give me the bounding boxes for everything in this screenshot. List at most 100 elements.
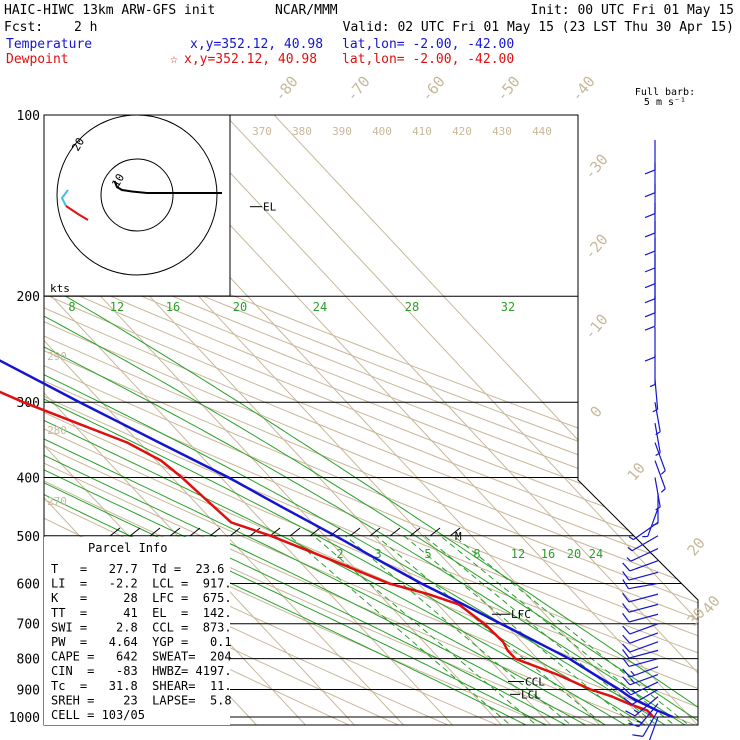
parcel-info-row: K = 28 LFC = 675. [51, 591, 232, 605]
barb-staff [654, 402, 661, 432]
isotherm-tick-label: -30 [581, 151, 612, 183]
barb-flag [644, 356, 656, 362]
barb-legend-line1: Full barb: [635, 87, 695, 98]
barb-flag [622, 571, 630, 581]
dry-adiabat-line [44, 115, 698, 725]
pressure-tick-label: 1000 [9, 711, 40, 726]
dry-adiabat-line [44, 115, 698, 725]
moist-adiabat-line [44, 295, 536, 725]
barb-half-flag [655, 431, 661, 436]
moist-adiabat-line [44, 295, 595, 725]
wind-barb [654, 460, 666, 493]
barb-staff [629, 632, 659, 644]
barb-staff [642, 710, 659, 737]
barb-half-flag [630, 678, 635, 684]
barb-half-flag [660, 488, 666, 493]
mixing-ratio-line [313, 535, 543, 725]
dry-adiabat-line [44, 115, 658, 725]
wind-barb [622, 632, 659, 644]
moist-adiabat-line [44, 295, 673, 725]
hatch-mark [289, 527, 301, 537]
isotherm-line [261, 115, 698, 725]
hatch-mark [189, 527, 201, 537]
mixing-ratio-tick-label: 24 [313, 300, 327, 314]
theta-tick-label: 280 [47, 424, 67, 437]
mixing-ratio-tick-label: 8 [473, 547, 480, 561]
isotherm-tick-label: -20 [581, 231, 612, 263]
wind-barb [622, 623, 659, 635]
legend-dewpoint-label: Dewpoint [6, 52, 69, 67]
fcst-label: Fcst: [4, 20, 43, 35]
barb-staff [629, 673, 659, 686]
dry-adiabat-line [44, 115, 608, 725]
mixing-ratio-lines [289, 535, 696, 725]
barb-flag [622, 562, 631, 572]
isotherm-tick-label: -60 [418, 73, 449, 105]
wind-barb [654, 423, 661, 457]
legend-dewpoint-star-icon: ☆ [170, 52, 178, 67]
isotherm-line [0, 102, 16, 730]
model-title: HAIC-HIWC 13km ARW-GFS init [4, 3, 215, 18]
hodograph-surface-segment [65, 205, 89, 221]
mixing-ratio-tick-label: 12 [110, 300, 124, 314]
legend-dewpoint-latlon: lat,lon= -2.00, -42.00 [342, 52, 514, 67]
parcel-info-row: PW = 4.64 YGP = 0.1 [51, 635, 232, 649]
barb-half-flag [628, 536, 634, 541]
theta-tick-label: 390 [332, 125, 352, 138]
wind-barb [644, 139, 656, 175]
mixing-ratio-line [375, 535, 611, 725]
mixing-ratio-line [403, 535, 641, 725]
theta-tick-label: 270 [47, 495, 67, 508]
lfc-marker-label: LFC [511, 608, 531, 621]
pressure-tick-label: 200 [17, 290, 40, 305]
wind-barbs [622, 139, 666, 740]
wind-barb [622, 592, 659, 603]
barb-flag [644, 298, 656, 304]
wind-barb [622, 603, 659, 613]
barb-flag [622, 625, 631, 635]
pressure-tick-label: 100 [17, 109, 40, 124]
fcst-value: 2 h [74, 20, 97, 35]
parcel-info-row: SREH = 23 LAPSE= 5.8 [51, 693, 232, 707]
isotherm-line [44, 115, 360, 725]
dry-adiabat-line [44, 115, 698, 725]
isotherm-tick-label: -70 [343, 73, 374, 105]
mixing-ratio-line [345, 535, 577, 725]
isotherm-tick-label: 10 [623, 459, 648, 484]
isotherm-line [44, 115, 507, 725]
hatch-mark [389, 527, 401, 537]
barb-flag [644, 169, 656, 175]
wind-barb [627, 535, 659, 552]
barb-staff [628, 613, 659, 623]
hatch-mark [349, 527, 361, 537]
wind-barb [622, 641, 659, 653]
mixing-ratio-tick-label: 20 [567, 547, 581, 561]
hatch-mark [369, 527, 381, 537]
barb-staff [628, 658, 659, 668]
isotherm-tick-label: 20 [683, 534, 708, 559]
moist-adiabat-line [44, 295, 634, 725]
legend: Temperature x,y=352.12, 40.98 lat,lon= -… [6, 37, 514, 67]
hodograph-trace [113, 180, 222, 194]
barb-flag [644, 325, 656, 331]
isotherm-tick-label: -40 [568, 73, 599, 105]
wind-barb [622, 666, 659, 678]
hatch-mark [269, 527, 281, 537]
dry-adiabat-line [44, 115, 698, 725]
barb-half-flag [636, 720, 643, 724]
wind-barb [622, 673, 659, 686]
lcl-marker-label: LCL [521, 688, 541, 701]
barb-staff [654, 423, 661, 453]
barb-flag [622, 603, 630, 613]
barb-flag [644, 267, 656, 273]
theta-tick-label: 430 [492, 125, 512, 138]
mixing-ratio-tick-label: 16 [166, 300, 180, 314]
theta-tick-label: 410 [412, 125, 432, 138]
sounding-profiles [0, 359, 674, 719]
barb-flag [644, 213, 656, 219]
mixing-ratio-tick-label: 3 [374, 547, 381, 561]
dry-adiabat-line [44, 115, 698, 725]
legend-dewpoint-xy: x,y=352.12, 40.98 [184, 52, 317, 67]
isotherm-line [212, 115, 698, 725]
hatch-mark [109, 527, 121, 537]
